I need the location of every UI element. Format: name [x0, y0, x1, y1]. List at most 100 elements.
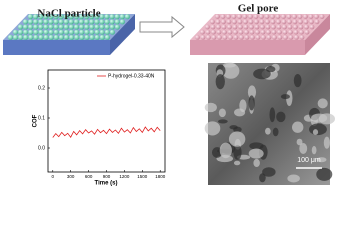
- nacl-sphere: [94, 14, 100, 20]
- gel-pore: [281, 14, 286, 19]
- x-tick-label: 300: [67, 174, 75, 179]
- gel-pore: [271, 24, 276, 30]
- sem-pore: [265, 127, 271, 135]
- nacl-sphere: [124, 14, 130, 20]
- nacl-sphere: [48, 19, 54, 25]
- gel-pore: [299, 29, 304, 35]
- gel-pore: [271, 29, 277, 35]
- gel-pore: [319, 14, 325, 19]
- nacl-sphere: [33, 24, 39, 30]
- nacl-sphere: [63, 14, 69, 20]
- nacl-sphere: [12, 29, 19, 35]
- sem-pore: [299, 143, 308, 155]
- gel-pore: [308, 14, 314, 19]
- nacl-sphere: [28, 24, 34, 30]
- nacl-sphere: [33, 19, 39, 25]
- nacl-sphere: [84, 24, 90, 30]
- nacl-sphere: [53, 29, 59, 35]
- nacl-sphere: [94, 19, 100, 25]
- gel-pore: [239, 35, 244, 40]
- sem-pore: [233, 144, 242, 160]
- nacl-sphere: [53, 24, 59, 30]
- gel-pore: [237, 19, 243, 25]
- nacl-sphere: [18, 34, 24, 41]
- nacl-sphere: [89, 19, 95, 25]
- gel-pore: [210, 19, 215, 25]
- nacl-sphere: [38, 19, 44, 25]
- gel-pore: [226, 14, 231, 19]
- gel-pore: [293, 24, 298, 30]
- nacl-sphere: [109, 29, 115, 35]
- y-tick-label: 0.2: [38, 85, 45, 91]
- sem-pore: [204, 121, 221, 136]
- nacl-sphere: [73, 14, 79, 20]
- right-label: Gel pore: [238, 3, 279, 15]
- gel-pore: [303, 19, 309, 25]
- nacl-sphere: [99, 29, 105, 35]
- nacl-sphere: [38, 24, 44, 30]
- gel-pore: [299, 35, 305, 40]
- nacl-sphere: [33, 34, 39, 41]
- gel-pore: [221, 24, 227, 30]
- nacl-sphere: [43, 19, 49, 25]
- sem-pore: [219, 142, 232, 159]
- gel-pore: [222, 35, 228, 40]
- sem-pore: [215, 74, 225, 90]
- gel-pore: [281, 19, 287, 25]
- arrow: [139, 15, 185, 39]
- gel-slab-front: [190, 40, 305, 55]
- gel-pore: [248, 19, 254, 25]
- gel-pore: [249, 24, 254, 30]
- nacl-sphere: [58, 34, 65, 41]
- y-axis-label: COF: [33, 114, 39, 127]
- gel-pore: [242, 14, 248, 19]
- gel-pore: [217, 35, 222, 40]
- nacl-sphere: [48, 29, 54, 35]
- nacl-sphere: [94, 34, 100, 41]
- sem-pore: [265, 66, 276, 73]
- nacl-sphere: [89, 24, 95, 30]
- nacl-sphere: [89, 14, 95, 20]
- nacl-sphere: [22, 19, 29, 25]
- gel-pore: [238, 29, 244, 35]
- nacl-sphere: [89, 34, 95, 41]
- nacl-sphere: [23, 29, 29, 35]
- gel-pore: [232, 24, 238, 30]
- gel-pore: [275, 14, 281, 19]
- nacl-sphere: [104, 14, 110, 20]
- nacl-sphere: [79, 24, 85, 30]
- nacl-sphere: [18, 29, 24, 35]
- sem-pore: [248, 148, 264, 159]
- nacl-sphere: [114, 14, 120, 20]
- nacl-sphere: [74, 29, 80, 35]
- gel-pore: [227, 29, 233, 35]
- x-tick-label: 900: [103, 174, 111, 179]
- nacl-sphere: [109, 19, 115, 25]
- nacl-sphere: [84, 29, 90, 35]
- x-axis-label: Time (s): [95, 181, 118, 187]
- gel-pore: [277, 35, 283, 40]
- nacl-sphere: [38, 34, 44, 41]
- nacl-sphere: [99, 24, 105, 30]
- nacl-sphere: [63, 29, 70, 35]
- nacl-sphere: [28, 29, 34, 35]
- illustrations: [3, 14, 330, 55]
- gel-pore: [243, 24, 249, 30]
- gel-pore: [276, 24, 282, 30]
- gel-pore: [265, 24, 271, 30]
- sem-pore: [293, 73, 302, 88]
- plot: 0.0 0.1 0.2 0 300 600 900 1200 1500 1800 P-hydroge…: [38, 73, 166, 179]
- nacl-sphere: [53, 19, 59, 25]
- x-tick-label: 600: [85, 174, 93, 179]
- gel-pore: [309, 19, 314, 25]
- gel-pore: [288, 35, 294, 40]
- gel-pore: [266, 35, 272, 40]
- gel-pore: [260, 24, 265, 30]
- nacl-sphere: [84, 14, 90, 20]
- nacl-sphere: [104, 34, 110, 41]
- gel-pore: [215, 14, 220, 19]
- nacl-sphere: [79, 19, 85, 25]
- nacl-sphere: [43, 34, 49, 41]
- nacl-sphere: [48, 34, 54, 41]
- sem-pore: [269, 107, 276, 123]
